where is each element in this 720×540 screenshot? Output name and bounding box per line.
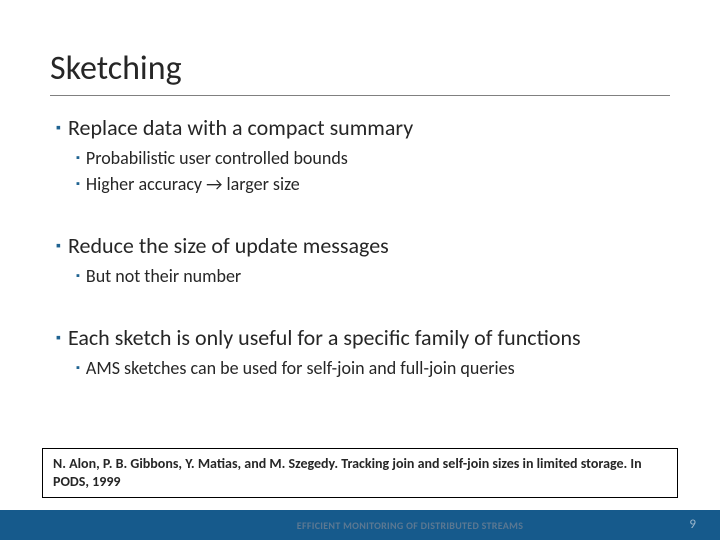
bullet-text: Higher accuracy → larger size [86,172,300,196]
bullet-marker-icon: ▪ [76,146,80,170]
bullet-sub-item: ▪ But not their number [76,264,670,288]
bullet-marker-icon: ▪ [56,114,61,142]
slide: Sketching ▪ Replace data with a compact … [0,0,720,540]
slide-title: Sketching [50,48,670,96]
bullet-text: Each sketch is only useful for a specifi… [68,324,581,352]
bullet-marker-icon: ▪ [56,232,61,260]
bullet-text: But not their number [86,264,241,288]
bullet-sub-item: ▪ Higher accuracy → larger size [76,172,670,196]
bullet-text: AMS sketches can be used for self-join a… [86,356,515,380]
bullet-text: Reduce the size of update messages [68,232,389,260]
bullet-sub-item: ▪ AMS sketches can be used for self-join… [76,356,670,380]
bullet-marker-icon: ▪ [76,356,80,380]
bullet-marker-icon: ▪ [76,264,80,288]
bullet-text: Probabilistic user controlled bounds [86,146,348,170]
page-number: 9 [689,517,696,532]
bullet-item: ▪ Reduce the size of update messages [56,232,670,260]
footer-text: EFFICIENT MONITORING OF DISTRIBUTED STRE… [50,519,720,532]
spacer [56,290,670,324]
bullet-marker-icon: ▪ [56,324,61,352]
bullet-marker-icon: ▪ [76,172,80,196]
citation-box: N. Alon, P. B. Gibbons, Y. Matias, and M… [42,448,678,498]
bullet-item: ▪ Each sketch is only useful for a speci… [56,324,670,352]
bullet-item: ▪ Replace data with a compact summary [56,114,670,142]
bullet-text: Replace data with a compact summary [68,114,413,142]
slide-content: ▪ Replace data with a compact summary ▪ … [50,114,670,380]
spacer [56,198,670,232]
bullet-sub-item: ▪ Probabilistic user controlled bounds [76,146,670,170]
